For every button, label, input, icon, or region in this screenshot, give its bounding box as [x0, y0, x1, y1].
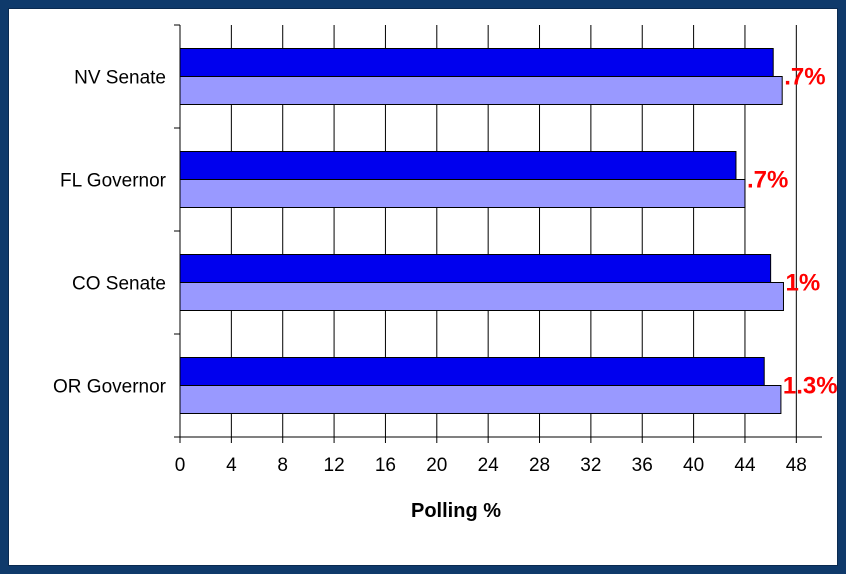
bars [179, 48, 784, 414]
x-tick-label: 44 [734, 455, 756, 476]
x-tick-label: 32 [580, 455, 601, 476]
bar-1 [179, 254, 772, 283]
bar-1 [179, 48, 774, 77]
gap-label: .7% [747, 167, 788, 194]
gap-label: 1% [785, 270, 820, 297]
x-tick-label: 24 [478, 455, 500, 476]
category-label: NV Senate [74, 68, 166, 89]
x-axis-title: Polling % [411, 500, 501, 522]
x-tick-label: 48 [786, 455, 807, 476]
axes [174, 24, 822, 443]
bar-1 [179, 357, 765, 386]
bar-2 [179, 76, 783, 105]
x-tick-label: 16 [375, 455, 396, 476]
bar-2 [179, 179, 746, 208]
x-tick-label: 0 [175, 455, 186, 476]
x-tick-label: 40 [683, 455, 704, 476]
x-tick-label: 12 [324, 455, 345, 476]
x-tick-label: 36 [632, 455, 653, 476]
category-label: CO Senate [72, 274, 166, 295]
bar-1 [179, 151, 737, 180]
x-tick-label: 20 [426, 455, 447, 476]
x-tick-label: 4 [226, 455, 237, 476]
gap-label: 1.3% [783, 373, 837, 400]
bar-2 [179, 282, 784, 311]
x-tick-label: 8 [277, 455, 288, 476]
category-label: OR Governor [53, 377, 167, 398]
gap-label: .7% [784, 64, 825, 91]
x-tick-label: 28 [529, 455, 550, 476]
chart-frame: 0 4 8 12 16 20 24 28 32 36 40 44 48 NV Senate .7% FL Go… [8, 8, 838, 566]
bar-2 [179, 385, 782, 414]
category-label: FL Governor [60, 171, 167, 192]
